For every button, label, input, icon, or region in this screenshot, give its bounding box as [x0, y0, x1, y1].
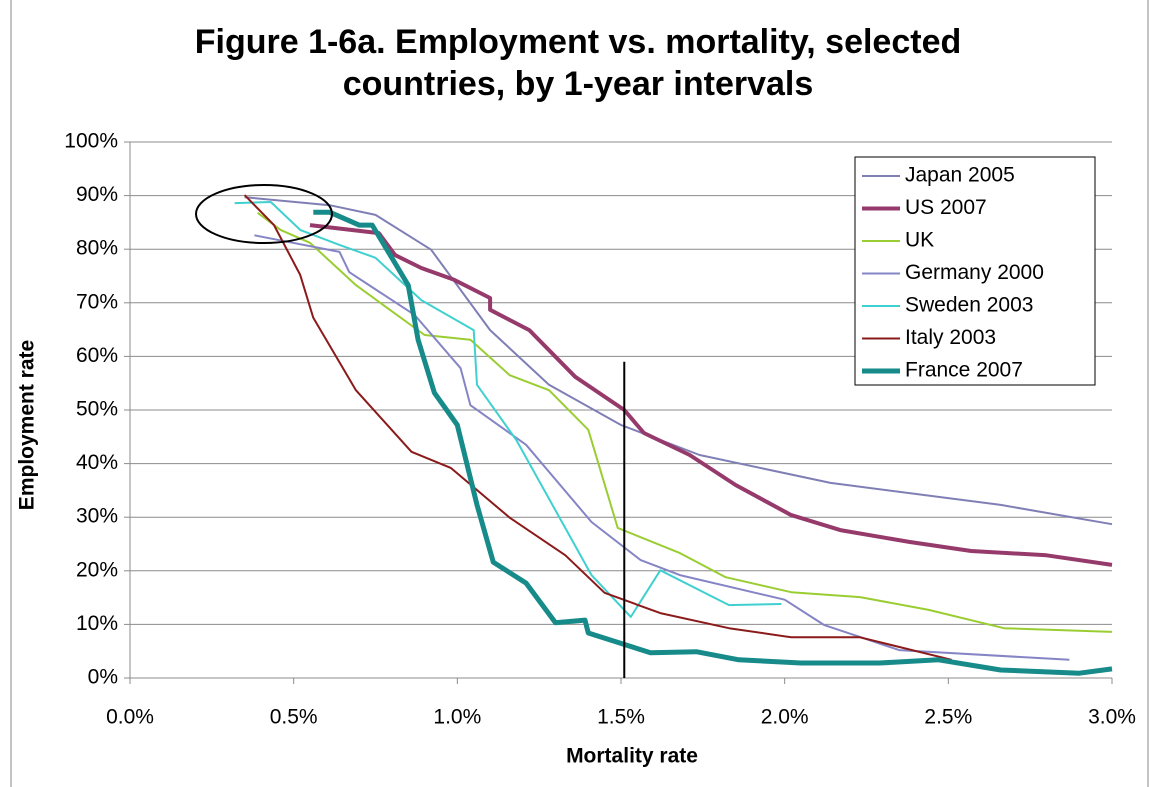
y-axis-label: Employment rate [16, 340, 39, 510]
x-tick-label: 1.0% [433, 706, 481, 729]
y-tick-label: 60% [76, 344, 118, 367]
legend-box [854, 156, 1096, 386]
chart-title: Figure 1-6a. Employment vs. mortality, s… [195, 23, 962, 61]
series-line [257, 211, 1113, 633]
x-tick-label: 0.5% [270, 706, 318, 729]
chart-title: countries, by 1-year intervals [343, 65, 814, 103]
x-tick-label: 2.5% [924, 706, 972, 729]
legend-label: US 2007 [905, 196, 987, 219]
plot-area [234, 194, 1113, 678]
x-tick-label: 3.0% [1088, 706, 1136, 729]
highlight-ellipse [195, 184, 333, 244]
x-axis-label: Mortality rate [566, 745, 698, 768]
y-tick-label: 80% [76, 237, 118, 260]
legend: Japan 2005 US 2007 UK Germany 2000 Sweden 20… [862, 164, 1044, 382]
series-line [313, 209, 1113, 676]
legend-label: Sweden 2003 [905, 294, 1033, 317]
y-tick-label: 70% [76, 290, 118, 313]
y-tick-label: 20% [76, 558, 118, 581]
series-line [254, 234, 1070, 661]
legend-label: Germany 2000 [905, 261, 1044, 284]
x-tick-label: 0.0% [106, 706, 154, 729]
y-tick-label: 30% [76, 505, 118, 528]
legend-label: UK [905, 229, 934, 252]
series-line [234, 201, 782, 618]
series-line [243, 194, 952, 661]
legend-label: France 2007 [905, 359, 1023, 382]
legend-label: Italy 2003 [905, 326, 996, 349]
y-tick-label: 100% [64, 130, 118, 153]
y-tick-label: 10% [76, 612, 118, 635]
y-tick-label: 90% [76, 183, 118, 206]
x-tick-label: 1.5% [597, 706, 645, 729]
y-tick-label: 50% [76, 398, 118, 421]
grid: 0% 10% 20% 30% 40% 50% 60% 70% 80% 90% 100% 0.0% 0.5… [64, 130, 1136, 729]
x-tick-label: 2.0% [761, 706, 809, 729]
y-tick-label: 0% [88, 666, 118, 689]
series-line [244, 196, 1113, 526]
y-tick-label: 40% [76, 451, 118, 474]
legend-label: Japan 2005 [905, 164, 1015, 187]
